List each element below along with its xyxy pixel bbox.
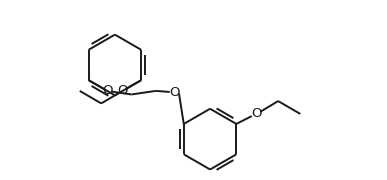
- Text: O: O: [117, 84, 128, 97]
- Text: O: O: [251, 107, 261, 120]
- Text: O: O: [102, 84, 113, 97]
- Text: O: O: [169, 86, 180, 99]
